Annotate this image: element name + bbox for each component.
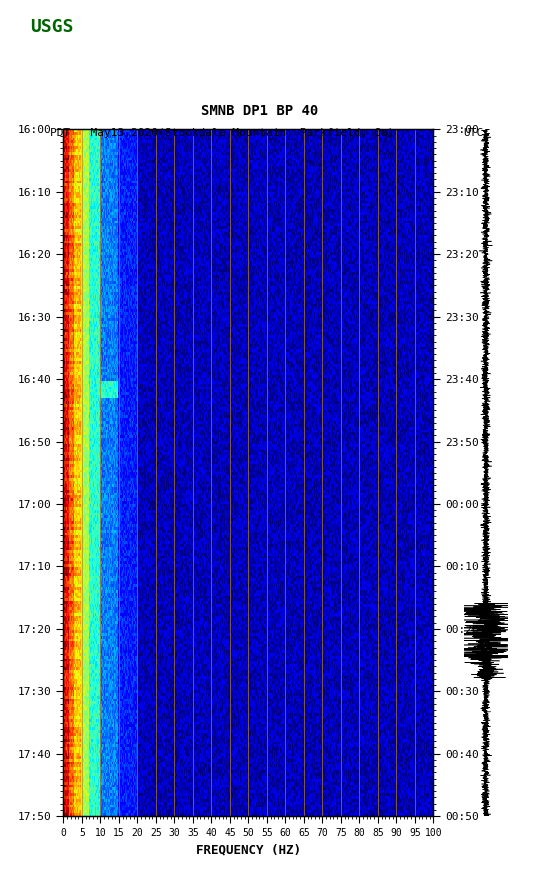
Text: SMNB DP1 BP 40: SMNB DP1 BP 40	[201, 103, 318, 118]
X-axis label: FREQUENCY (HZ): FREQUENCY (HZ)	[196, 844, 301, 856]
Text: USGS: USGS	[30, 18, 74, 36]
Text: UTC: UTC	[464, 128, 484, 137]
Text: PDT   May13,2020(Stockdale Mountain, Parkfield, Ca): PDT May13,2020(Stockdale Mountain, Parkf…	[50, 128, 394, 137]
Polygon shape	[6, 16, 11, 32]
